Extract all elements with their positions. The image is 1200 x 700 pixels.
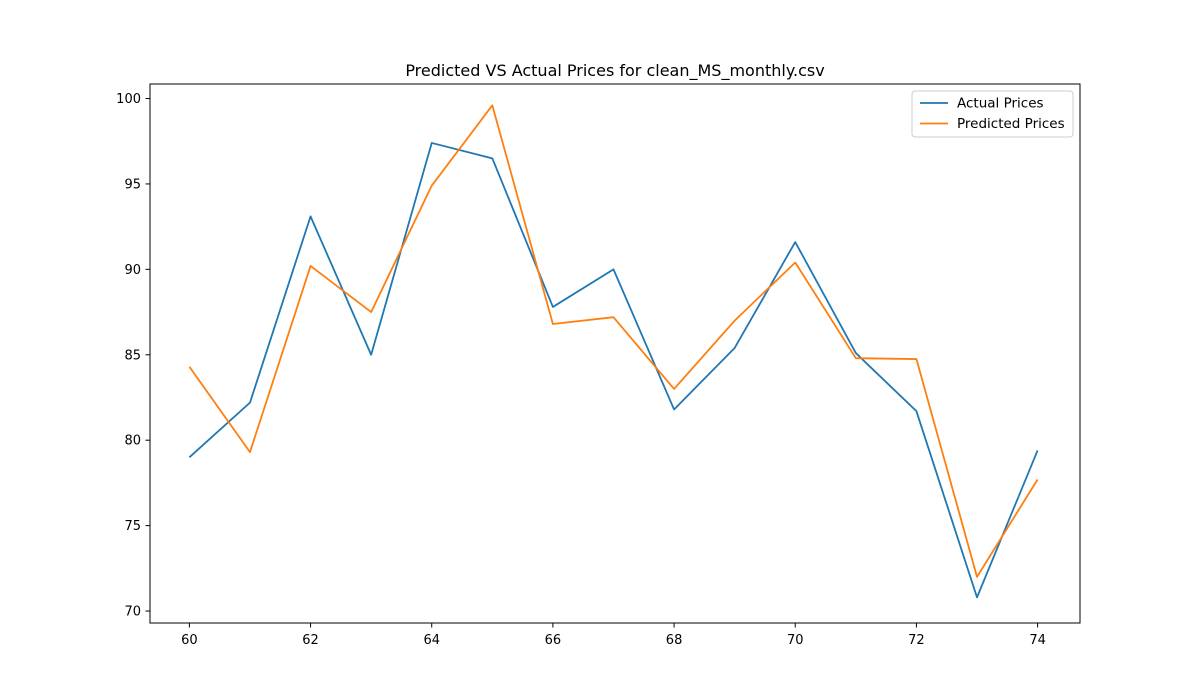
- x-tick-label: 70: [787, 633, 804, 648]
- x-tick-label: 64: [423, 633, 440, 648]
- y-tick-label: 85: [124, 348, 141, 363]
- x-tick-label: 74: [1029, 633, 1046, 648]
- legend-label: Predicted Prices: [957, 116, 1065, 132]
- x-tick-label: 60: [181, 633, 198, 648]
- y-tick-label: 70: [124, 605, 141, 620]
- y-tick-label: 100: [116, 92, 141, 107]
- axes-frame: [149, 83, 1081, 624]
- x-tick-label: 62: [302, 633, 319, 648]
- legend-box: [911, 90, 1074, 138]
- chart-title: Predicted VS Actual Prices for clean_MS_…: [405, 61, 824, 81]
- legend: Actual Prices Predicted Prices: [911, 90, 1074, 138]
- legend-label: Actual Prices: [957, 96, 1044, 112]
- x-tick-label: 72: [908, 633, 925, 648]
- y-tick-label: 90: [124, 263, 141, 278]
- x-tick-label: 68: [666, 633, 683, 648]
- plot-area: 60 62 64 66 68 70 72 74 70 75 80 85 90 95 100 Actual Pr…: [116, 83, 1081, 648]
- x-tick-label: 66: [545, 633, 562, 648]
- y-tick-label: 75: [124, 519, 141, 534]
- y-tick-label: 95: [124, 177, 141, 192]
- y-tick-label: 80: [124, 434, 141, 449]
